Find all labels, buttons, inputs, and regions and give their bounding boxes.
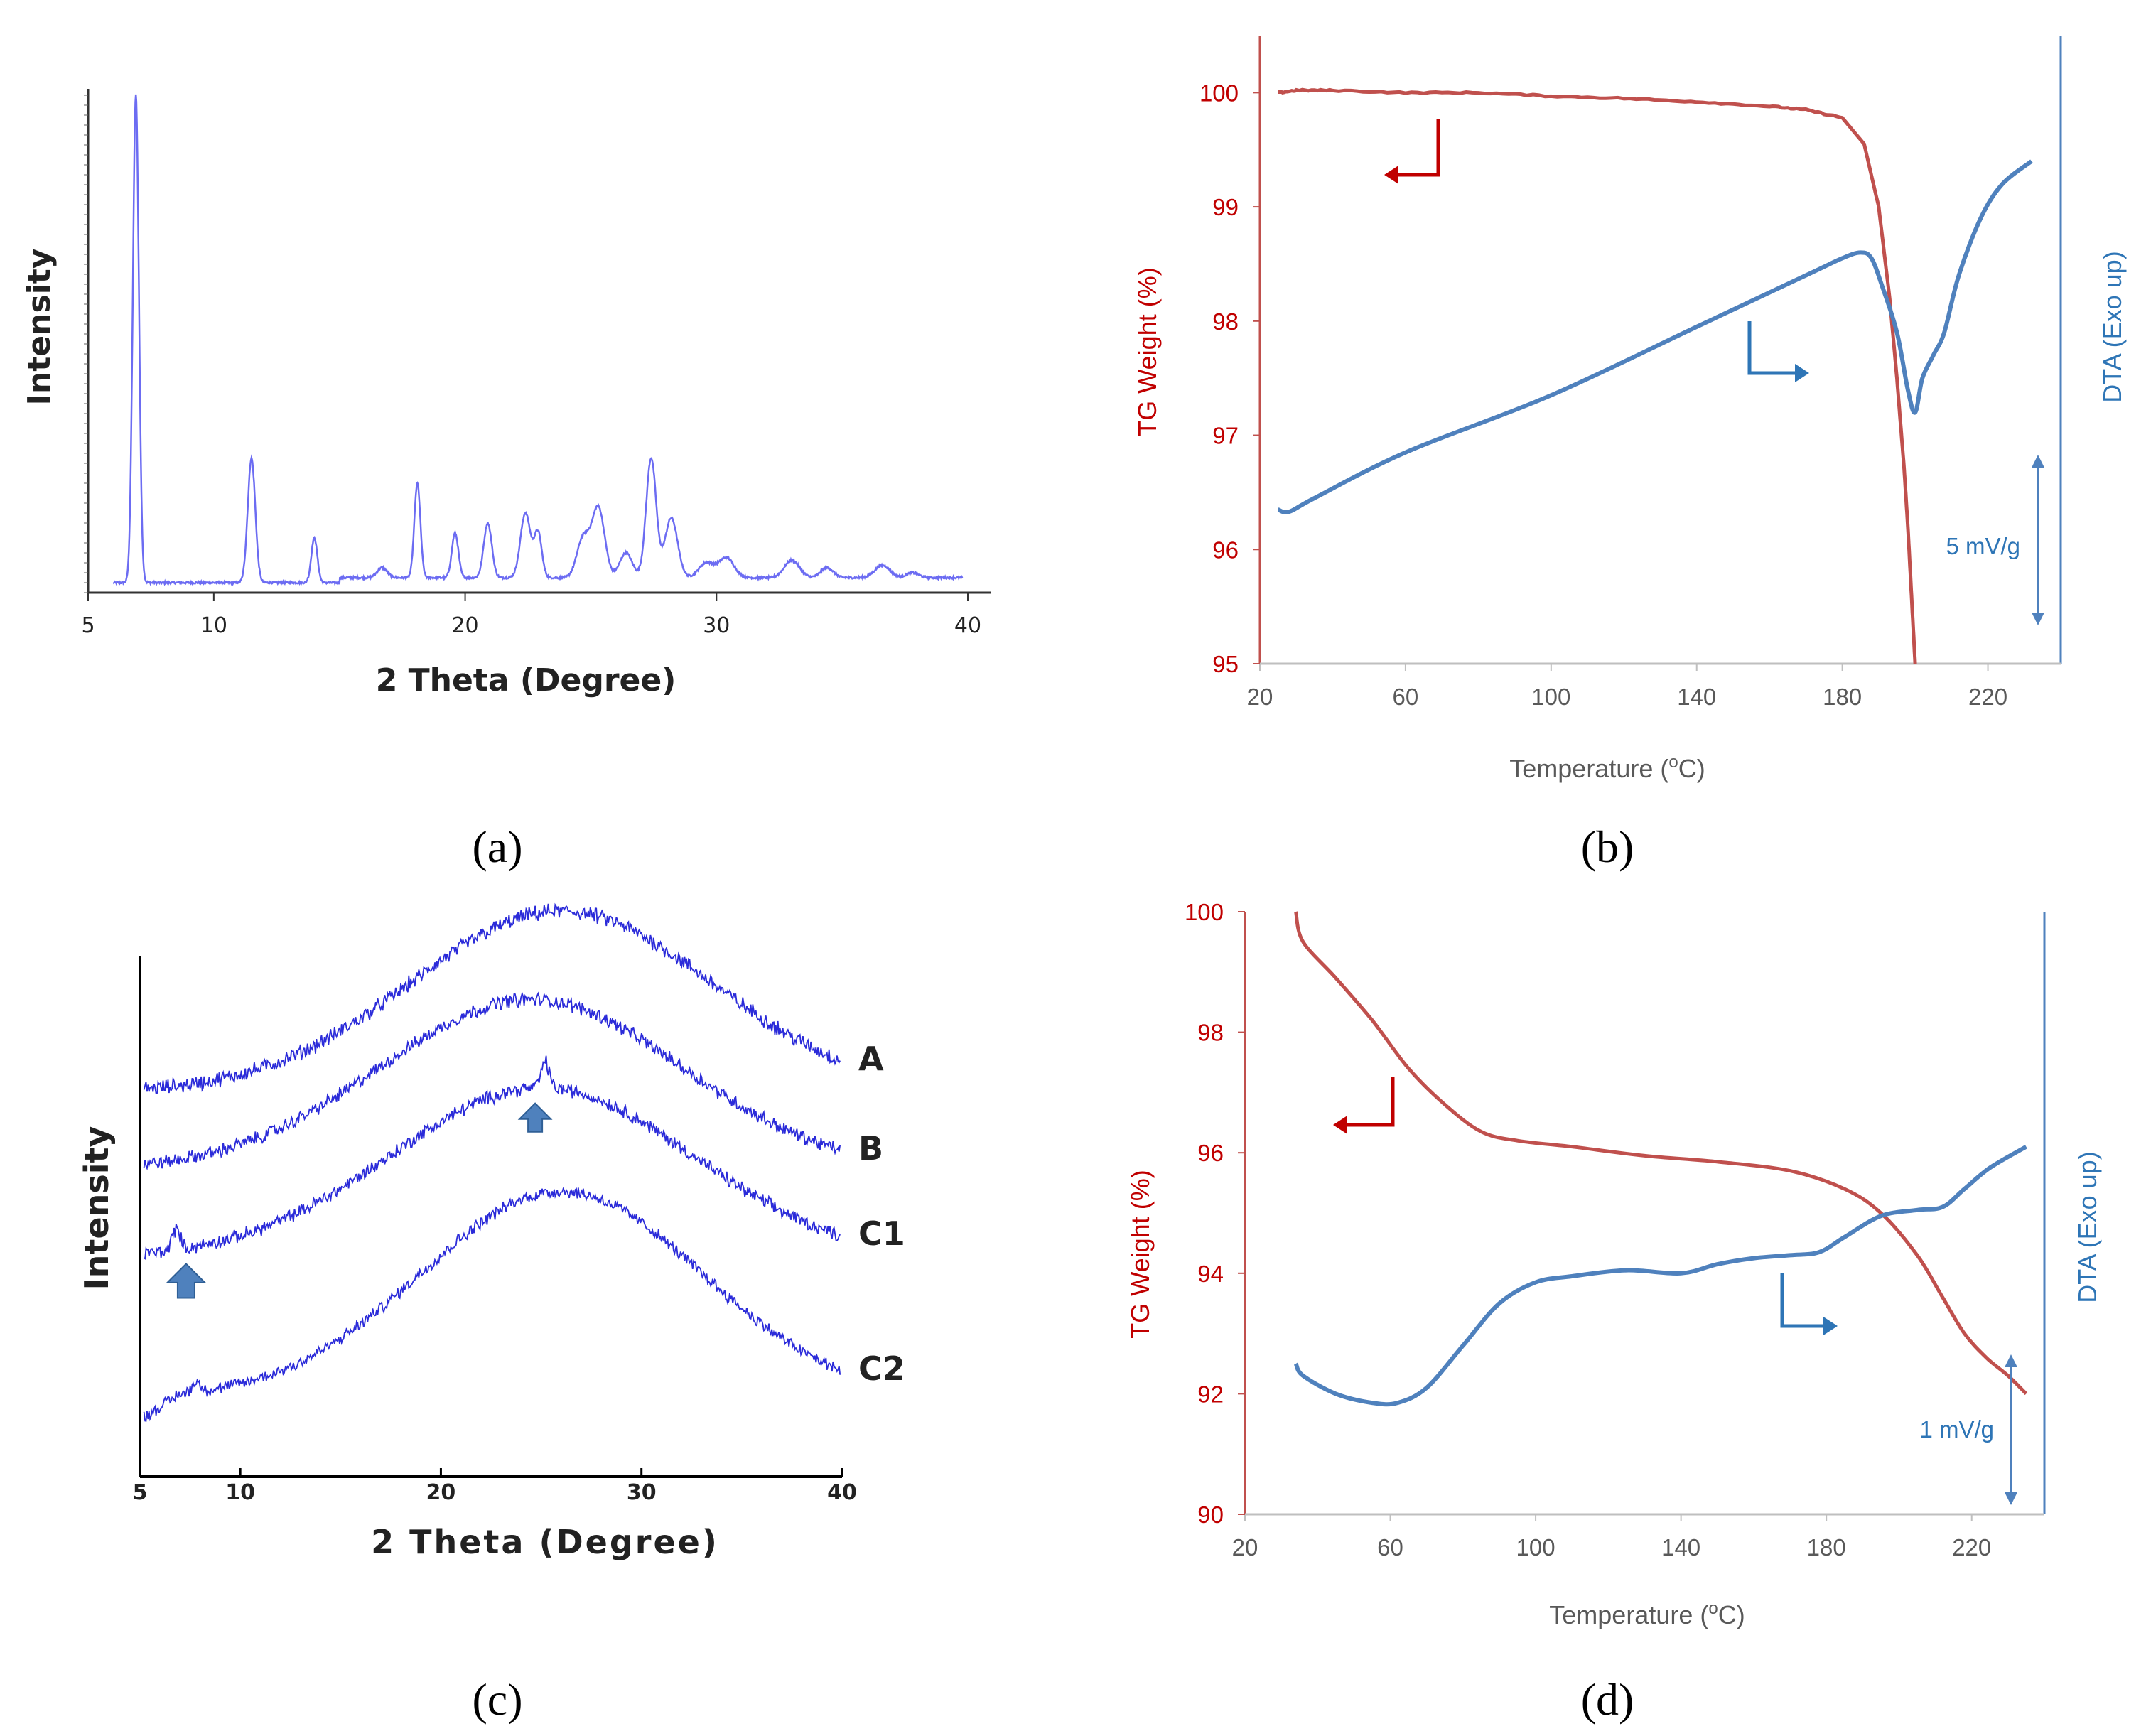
panel-c-peak-markers bbox=[166, 1102, 553, 1299]
panel-b-x-tick-label: 20 bbox=[1247, 684, 1273, 710]
panel-d-x-tick-label: 180 bbox=[1807, 1534, 1846, 1560]
panel-a-xrd: 5 10 20 30 40 Intensity 2 Theta (Degree) (a) bbox=[21, 89, 991, 872]
panel-c-tick-marks bbox=[139, 1468, 843, 1477]
panel-c-pattern-C1 bbox=[144, 1055, 841, 1260]
panel-b-x-tick-label: 60 bbox=[1393, 684, 1419, 710]
panel-d-y-tick-label: 98 bbox=[1197, 1020, 1224, 1046]
panel-b-y-tick-label: 100 bbox=[1199, 80, 1239, 106]
panel-d-tg-dta: 20 60 100 140 180 220 90 92 94 96 98 100 TG Weight… bbox=[1126, 899, 2102, 1725]
panel-c-series-label-C1: C1 bbox=[858, 1214, 905, 1253]
panel-d-y-axis-label: TG Weight (%) bbox=[1126, 1170, 1155, 1338]
panel-c-x-tick-label: 5 bbox=[133, 1480, 148, 1505]
panel-b-x-axis-label: Temperature (oC) bbox=[1509, 753, 1705, 783]
panel-b-y-tick-label: 98 bbox=[1212, 308, 1239, 335]
panel-c-pattern-B bbox=[143, 991, 841, 1171]
panel-b-x-tick-labels: 20 60 100 140 180 220 bbox=[1247, 684, 2007, 710]
panel-b-xlabel-pre: Temperature ( bbox=[1509, 754, 1668, 783]
panel-d-x-tick-labels: 20 60 100 140 180 220 bbox=[1232, 1534, 1992, 1560]
panel-c-x-tick-label: 20 bbox=[426, 1480, 456, 1505]
panel-b-dta-curve bbox=[1277, 159, 2033, 514]
panel-c-x-tick-label: 40 bbox=[827, 1480, 857, 1505]
panel-d-x-tick-label: 140 bbox=[1661, 1534, 1700, 1560]
panel-b-tg-curve bbox=[1278, 87, 1917, 664]
panel-a-tick-marks bbox=[84, 95, 969, 601]
panel-b-x-tick-label: 180 bbox=[1823, 684, 1862, 710]
panel-d-scale-bar bbox=[2005, 1354, 2017, 1505]
panel-c-xrd-stack: 5 10 20 30 40 A B C1 C2 Intensity 2 Theta (Degr… bbox=[77, 902, 905, 1725]
panel-d-xlabel-sup: o bbox=[1708, 1599, 1718, 1618]
panel-c-patterns bbox=[143, 902, 841, 1422]
panel-a-x-tick-label: 30 bbox=[703, 613, 730, 638]
panel-a-xrd-pattern bbox=[112, 94, 964, 586]
panel-b-y-tick-label: 97 bbox=[1212, 423, 1239, 449]
panel-d-y-tick-label: 94 bbox=[1197, 1261, 1224, 1287]
panel-d-y2-axis-label: DTA (Exo up) bbox=[2073, 1151, 2102, 1303]
panel-d-dta-curve bbox=[1293, 1145, 2027, 1407]
panel-d-x-tick-label: 60 bbox=[1377, 1534, 1403, 1560]
panel-d-x-axis-label: Temperature (oC) bbox=[1549, 1599, 1745, 1629]
panel-a-x-tick-label: 40 bbox=[954, 613, 981, 638]
panel-b-x-tick-label: 220 bbox=[1968, 684, 2007, 710]
panel-d-x-tick-label: 220 bbox=[1952, 1534, 1991, 1560]
panel-b-x-tick-label: 140 bbox=[1677, 684, 1716, 710]
panel-b-x-tick-label: 100 bbox=[1531, 684, 1570, 710]
panel-c-peak-marker-arrow bbox=[517, 1102, 553, 1133]
panel-b-tg-indicator-arrow bbox=[1384, 119, 1440, 184]
panel-c-series-labels: A B C1 C2 bbox=[858, 1040, 905, 1388]
panel-b-y-tick-labels: 95 96 97 98 99 100 bbox=[1199, 80, 1239, 677]
panel-d-y-tick-label: 100 bbox=[1185, 899, 1224, 925]
panel-a-x-tick-label: 20 bbox=[451, 613, 478, 638]
panel-c-peak-marker-arrow bbox=[166, 1263, 207, 1299]
panel-d-scale-bar-label: 1 mV/g bbox=[1919, 1416, 1994, 1443]
panel-d-tg-curve bbox=[1294, 911, 2028, 1396]
panel-b-y-tick-label: 95 bbox=[1212, 651, 1239, 677]
panel-b-xlabel-sup: o bbox=[1668, 753, 1678, 772]
panel-c-x-tick-label: 30 bbox=[627, 1480, 657, 1505]
panel-d-tick-marks bbox=[1238, 911, 1973, 1521]
panel-b-caption: (b) bbox=[1581, 821, 1634, 872]
panel-a-tick-labels: 5 10 20 30 40 bbox=[81, 613, 981, 638]
panel-b-y-tick-label: 99 bbox=[1212, 194, 1239, 220]
panel-b-scale-bar-label: 5 mV/g bbox=[1946, 533, 2020, 559]
panel-b-xlabel-post: C) bbox=[1678, 754, 1705, 783]
panel-c-series-label-A: A bbox=[858, 1040, 884, 1078]
panel-c-tick-labels: 5 10 20 30 40 bbox=[133, 1480, 857, 1505]
panel-d-y-tick-label: 96 bbox=[1197, 1140, 1224, 1166]
panel-a-x-tick-label: 10 bbox=[200, 613, 227, 638]
panel-c-pattern-C2 bbox=[143, 1187, 841, 1422]
panel-d-y-tick-label: 90 bbox=[1197, 1502, 1224, 1528]
panel-d-x-tick-label: 20 bbox=[1232, 1534, 1258, 1560]
panel-b-y-tick-label: 96 bbox=[1212, 537, 1239, 563]
panel-c-series-label-C2: C2 bbox=[858, 1349, 905, 1388]
panel-c-y-axis-label: Intensity bbox=[77, 1126, 116, 1290]
panel-b-y2-axis-label: DTA (Exo up) bbox=[2098, 251, 2127, 402]
panel-d-xlabel-pre: Temperature ( bbox=[1549, 1600, 1708, 1629]
panel-d-y-tick-labels: 90 92 94 96 98 100 bbox=[1185, 899, 1224, 1528]
panel-c-x-axis-label: 2 Theta (Degree) bbox=[371, 1523, 719, 1561]
panel-c-caption: (c) bbox=[472, 1674, 522, 1725]
panel-a-x-tick-label: 5 bbox=[81, 613, 95, 638]
panel-d-y-tick-label: 92 bbox=[1197, 1381, 1224, 1407]
panel-a-y-axis-label: Intensity bbox=[21, 249, 58, 406]
panel-b-tick-marks bbox=[1253, 92, 1989, 671]
panel-d-caption: (d) bbox=[1581, 1674, 1634, 1725]
panel-d-xlabel-post: C) bbox=[1718, 1600, 1745, 1629]
panel-b-scale-bar bbox=[2032, 455, 2044, 625]
panel-c-series-label-B: B bbox=[858, 1129, 883, 1168]
panel-b-y-axis-label: TG Weight (%) bbox=[1133, 267, 1162, 436]
panel-a-caption: (a) bbox=[472, 821, 522, 872]
panel-d-tg-indicator-arrow bbox=[1333, 1077, 1395, 1134]
panel-d-x-tick-label: 100 bbox=[1516, 1534, 1555, 1560]
panel-c-x-tick-label: 10 bbox=[225, 1480, 255, 1505]
panel-a-x-axis-label: 2 Theta (Degree) bbox=[376, 662, 676, 699]
panel-b-dta-indicator-arrow bbox=[1747, 321, 1809, 382]
panel-b-tg-dta: 20 60 100 140 180 220 95 96 97 98 99 100 TG Weight… bbox=[1133, 36, 2127, 872]
panel-d-dta-indicator-arrow bbox=[1780, 1273, 1838, 1335]
panel-c-pattern-A bbox=[143, 902, 841, 1094]
